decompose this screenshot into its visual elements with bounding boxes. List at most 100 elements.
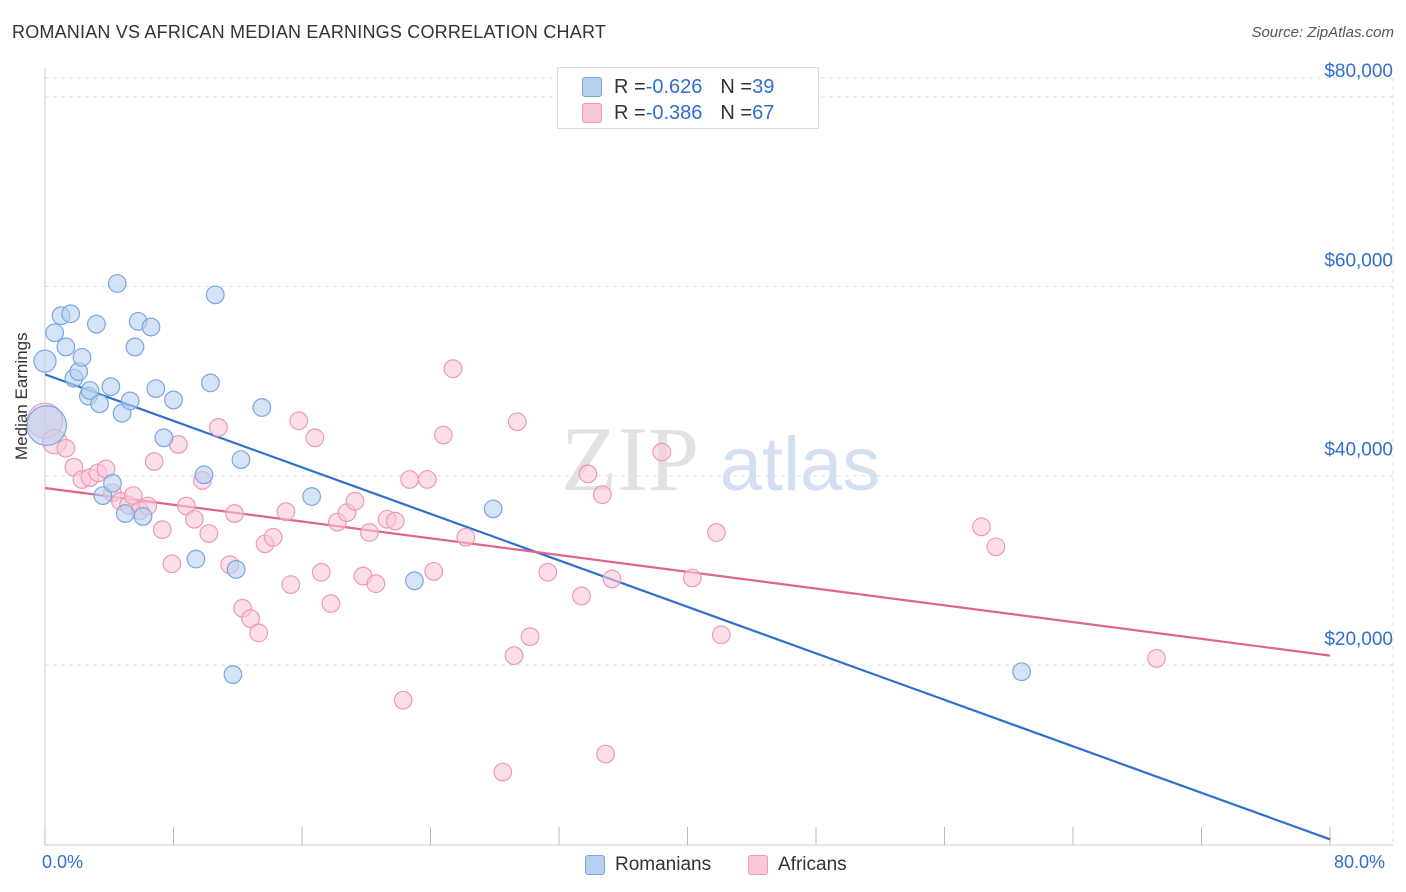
romanians-point <box>205 285 225 305</box>
africans-point <box>366 574 386 594</box>
africans-point <box>184 509 204 529</box>
romanians-point <box>405 571 424 591</box>
africans-point <box>507 412 527 432</box>
romanians-point <box>133 507 153 526</box>
romanians-point <box>72 347 92 367</box>
romanians-point <box>194 465 214 485</box>
africans-point <box>289 411 309 431</box>
africans-point <box>493 762 513 782</box>
africans-swatch <box>748 855 768 875</box>
romanians-point <box>33 349 57 373</box>
africans-point <box>504 646 524 666</box>
y-tick-label: $40,000 <box>1324 440 1393 461</box>
romanians-point <box>141 317 161 337</box>
africans-point <box>360 523 379 542</box>
romanians-point <box>302 487 322 506</box>
legend-row-africans: R = -0.386 N = 67 <box>582 100 774 126</box>
chart-source: Source: ZipAtlas.com <box>1251 24 1394 41</box>
africans-point <box>276 502 296 522</box>
africans-point <box>225 504 244 523</box>
watermark: ZIP atlas <box>561 408 880 510</box>
africans-point <box>596 744 615 764</box>
africans-point <box>520 627 540 647</box>
africans-point <box>578 464 598 484</box>
legend-n-label: N = <box>720 75 753 98</box>
y-axis-label: Median Earnings <box>12 332 31 460</box>
africans-point <box>144 452 164 471</box>
africans-label: Africans <box>778 854 847 875</box>
africans-point <box>711 625 731 645</box>
africans-point <box>1147 649 1166 668</box>
romanians-point <box>93 486 113 505</box>
watermark-atlas: atlas <box>720 422 881 507</box>
romanians-point <box>186 549 206 569</box>
series-legend-romanians[interactable]: Romanians <box>585 852 711 878</box>
africans-point <box>345 491 365 511</box>
legend-row-romanians: R = -0.626 N = 39 <box>582 74 774 100</box>
trend-line-romanians <box>44 373 1331 841</box>
africans-point <box>321 594 341 613</box>
legend: R = -0.626 N = 39 R = -0.386 N = 67 <box>557 67 819 129</box>
romanians-label: Romanians <box>615 854 712 875</box>
africans-point <box>209 418 228 437</box>
africans-point <box>385 511 405 531</box>
romanians-swatch <box>585 855 605 875</box>
legend-n-value-africans: 67 <box>752 101 775 124</box>
y-tick-label: $60,000 <box>1324 250 1393 271</box>
romanians-point <box>107 274 127 293</box>
africans-point <box>433 425 453 445</box>
watermark-zip: ZIP <box>561 408 699 510</box>
legend-r-value-romanians: -0.626 <box>645 75 703 98</box>
africans-point <box>538 562 558 582</box>
chart-title: ROMANIAN VS AFRICAN MEDIAN EARNINGS CORR… <box>12 22 607 42</box>
africans-point <box>972 517 991 537</box>
africans-point <box>707 523 726 542</box>
legend-n-value-romanians: 39 <box>752 75 775 98</box>
romanians-point <box>146 379 166 398</box>
africans-point <box>652 442 672 462</box>
africans-point <box>443 359 463 379</box>
africans-point <box>400 470 420 489</box>
legend-r-value-africans: -0.386 <box>645 101 703 124</box>
africans-point <box>162 554 182 574</box>
romanians-point <box>61 304 81 324</box>
romanians-point <box>1012 662 1031 682</box>
romanians-point <box>154 428 174 448</box>
africans-point <box>424 561 444 581</box>
data-points <box>26 274 1166 782</box>
x-tick-label-max: 80.0% <box>1334 852 1386 872</box>
africans-point <box>592 485 612 505</box>
legend-swatch-romanians <box>582 77 602 97</box>
africans-point <box>249 623 269 643</box>
romanians-point <box>120 391 140 411</box>
legend-swatch-africans <box>582 103 602 123</box>
x-tick-label-min: 0.0% <box>42 852 84 872</box>
africans-point <box>986 537 1006 557</box>
legend-n-label: N = <box>720 101 753 124</box>
series-legend-africans[interactable]: Africans <box>748 852 847 878</box>
romanians-point <box>115 504 135 523</box>
y-tick-labels: $20,000 $40,000 $60,000 $80,000 <box>1324 61 1393 650</box>
africans-point <box>602 569 622 589</box>
romanians-point <box>252 398 272 417</box>
romanians-point <box>26 405 68 446</box>
romanians-point <box>223 665 243 684</box>
romanians-point <box>86 314 106 334</box>
romanians-point <box>201 373 220 393</box>
romanians-point <box>45 323 65 343</box>
romanians-point <box>483 499 503 519</box>
romanians-point <box>226 560 246 579</box>
legend-r-label: R = <box>614 75 646 98</box>
africans-point <box>241 609 261 629</box>
africans-point <box>152 520 172 540</box>
africans-point <box>311 562 331 582</box>
romanians-point <box>231 450 251 470</box>
romanians-point <box>103 473 122 493</box>
series-legend: Romanians Africans <box>0 852 1406 878</box>
axes <box>44 68 1393 846</box>
romanians-point <box>56 337 76 357</box>
africans-point <box>682 568 702 588</box>
africans-point <box>417 470 437 489</box>
africans-point <box>56 438 76 458</box>
